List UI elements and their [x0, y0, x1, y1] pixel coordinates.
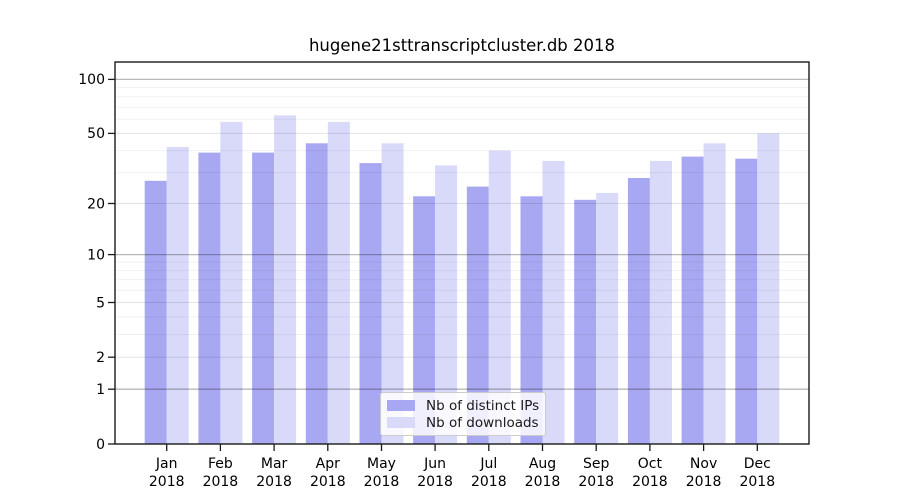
- y-tick-label: 20: [87, 196, 105, 212]
- x-tick-label-year: 2018: [203, 474, 239, 490]
- bar-aug-downloads: [542, 160, 565, 444]
- bar-mar-distinct-ips: [252, 152, 275, 444]
- y-tick-label: 2: [96, 350, 105, 366]
- legend-item-downloads: Nb of downloads: [387, 414, 539, 431]
- x-axis: Jan 2018 Feb 2018 Mar 2018 Apr 2018 May 2018 Jun 20…: [149, 444, 775, 490]
- x-tick-label-year: 2018: [632, 474, 668, 490]
- bar-apr-downloads: [327, 121, 350, 445]
- legend-label-distinct-ips: Nb of distinct IPs: [426, 397, 540, 414]
- x-tick-label-month: Jan: [155, 456, 178, 472]
- bar-jan-distinct-ips: [144, 180, 167, 445]
- bar-nov-distinct-ips: [681, 156, 704, 444]
- bar-jun-downloads: [435, 165, 458, 444]
- bar-sep-downloads: [596, 192, 619, 444]
- bar-jan-downloads: [166, 146, 189, 444]
- x-tick-label-year: 2018: [310, 474, 346, 490]
- y-tick-label: 5: [96, 295, 105, 311]
- bar-dec-downloads: [757, 133, 780, 444]
- bar-may-downloads: [381, 143, 404, 445]
- x-tick-label-year: 2018: [525, 474, 561, 490]
- x-tick-label-month: Sep: [583, 456, 610, 472]
- x-tick-label-year: 2018: [256, 474, 292, 490]
- x-tick-label-month: Jul: [479, 456, 497, 472]
- bar-oct-downloads: [649, 160, 672, 444]
- y-tick-label: 0: [96, 437, 105, 453]
- y-tick-label: 100: [78, 72, 105, 88]
- series-distinct-ips: [144, 143, 758, 445]
- x-tick-label-month: Apr: [316, 456, 340, 472]
- legend-swatch-downloads: [387, 417, 415, 428]
- bar-jul-downloads: [488, 150, 511, 444]
- legend-swatch-distinct-ips: [387, 400, 415, 411]
- gridlines: [115, 78, 809, 390]
- x-tick-label-month: May: [367, 456, 396, 472]
- x-tick-label-year: 2018: [471, 474, 507, 490]
- bar-dec-distinct-ips: [735, 158, 758, 444]
- x-tick-label-year: 2018: [578, 474, 614, 490]
- bar-feb-downloads: [220, 121, 243, 445]
- x-tick-label-year: 2018: [739, 474, 775, 490]
- x-tick-label-year: 2018: [417, 474, 453, 490]
- plot-border: [114, 61, 810, 445]
- bar-aug-distinct-ips: [520, 196, 543, 444]
- bar-oct-distinct-ips: [627, 178, 650, 444]
- bar-mar-downloads: [274, 115, 297, 445]
- x-tick-label-month: Oct: [638, 456, 663, 472]
- chart-title: hugene21sttranscriptcluster.db 2018: [308, 36, 616, 55]
- y-tick-label: 1: [96, 382, 105, 398]
- bar-nov-downloads: [703, 143, 726, 445]
- x-tick-label-month: Feb: [208, 456, 233, 472]
- legend-item-distinct-ips: Nb of distinct IPs: [387, 397, 540, 414]
- x-tick-label-year: 2018: [686, 474, 722, 490]
- x-tick-label-year: 2018: [149, 474, 185, 490]
- y-axis: 0 1 2 5 10 20 50 100: [78, 72, 115, 453]
- y-tick-label: 10: [87, 247, 105, 263]
- bar-jun-distinct-ips: [413, 196, 436, 444]
- legend: Nb of distinct IPs Nb of downloads: [380, 392, 546, 436]
- series-downloads: [166, 115, 780, 445]
- x-tick-label-month: Dec: [744, 456, 771, 472]
- bar-sep-distinct-ips: [574, 199, 597, 444]
- bar-feb-distinct-ips: [198, 152, 221, 444]
- x-tick-label-month: Mar: [261, 456, 288, 472]
- bar-jul-distinct-ips: [466, 186, 489, 444]
- x-tick-label-month: Aug: [529, 456, 556, 472]
- x-tick-label-year: 2018: [364, 474, 400, 490]
- legend-label-downloads: Nb of downloads: [426, 414, 539, 431]
- y-tick-label: 50: [87, 126, 105, 142]
- bar-may-distinct-ips: [359, 163, 382, 444]
- bar-apr-distinct-ips: [305, 143, 328, 445]
- x-tick-label-month: Nov: [690, 456, 717, 472]
- x-tick-label-month: Jun: [423, 456, 446, 472]
